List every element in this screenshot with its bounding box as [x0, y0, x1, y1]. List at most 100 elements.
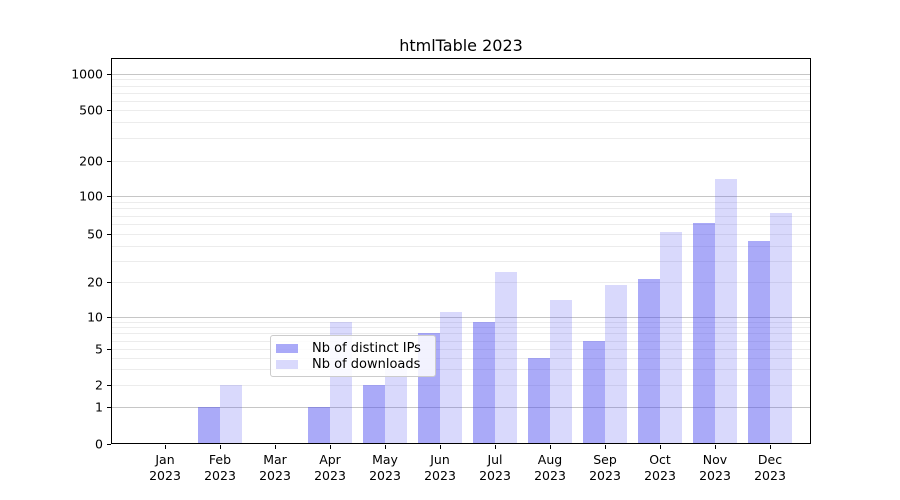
gridline-300	[111, 138, 811, 139]
gridline-10	[111, 317, 811, 318]
y-tick-mark-100	[107, 196, 111, 197]
gridline-70	[111, 216, 811, 217]
legend-label-downloads: Nb of downloads	[312, 356, 421, 372]
bar-downloads-feb	[220, 385, 242, 444]
bar-downloads-may	[385, 369, 407, 444]
bar-distinct-ips-aug	[528, 358, 550, 444]
y-tick-mark-200	[107, 161, 111, 162]
gridline-60	[111, 224, 811, 225]
bar-downloads-nov	[715, 179, 737, 444]
y-tick-mark-10	[107, 317, 111, 318]
y-tick-label-100: 100	[79, 188, 103, 204]
gridline-200	[111, 161, 811, 162]
x-tick-mark-nov	[715, 445, 716, 449]
x-tick-mark-jul	[495, 445, 496, 449]
y-tick-label-10: 10	[87, 309, 103, 325]
bar-distinct-ips-nov	[693, 223, 715, 444]
x-tick-label-sep: Sep 2023	[589, 452, 621, 483]
gridline-9	[111, 322, 811, 323]
gridline-4	[111, 358, 811, 359]
bar-downloads-sep	[605, 285, 627, 444]
x-tick-label-jun: Jun 2023	[424, 452, 456, 483]
bar-distinct-ips-may	[363, 385, 385, 444]
y-tick-label-1000: 1000	[71, 66, 103, 82]
gridline-100	[111, 196, 811, 197]
gridline-30	[111, 261, 811, 262]
y-tick-label-20: 20	[87, 274, 103, 290]
y-tick-label-0: 0	[95, 436, 103, 452]
y-tick-mark-2	[107, 385, 111, 386]
x-tick-label-jan: Jan 2023	[149, 452, 181, 483]
x-tick-mark-feb	[220, 445, 221, 449]
bar-distinct-ips-apr	[308, 407, 330, 444]
x-tick-label-may: May 2023	[369, 452, 401, 483]
bar-downloads-jul	[495, 272, 517, 444]
gridline-1000	[111, 74, 811, 75]
x-tick-label-feb: Feb 2023	[204, 452, 236, 483]
x-tick-mark-aug	[550, 445, 551, 449]
gridline-900	[111, 79, 811, 80]
y-tick-mark-1	[107, 407, 111, 408]
gridline-7	[111, 333, 811, 334]
bar-distinct-ips-feb	[198, 407, 220, 444]
x-tick-label-dec: Dec 2023	[754, 452, 786, 483]
bar-downloads-oct	[660, 232, 682, 444]
bar-distinct-ips-jul	[473, 322, 495, 444]
y-tick-mark-0	[107, 444, 111, 445]
legend: Nb of distinct IPs Nb of downloads	[270, 335, 436, 377]
plot-area	[111, 58, 811, 444]
bar-distinct-ips-dec	[748, 241, 770, 444]
x-tick-mark-may	[385, 445, 386, 449]
x-tick-mark-oct	[660, 445, 661, 449]
gridline-2	[111, 385, 811, 386]
gridline-50	[111, 234, 811, 235]
y-tick-label-1: 1	[95, 399, 103, 415]
x-tick-mark-dec	[770, 445, 771, 449]
bar-distinct-ips-oct	[638, 279, 660, 444]
x-tick-label-apr: Apr 2023	[314, 452, 346, 483]
gridline-80	[111, 208, 811, 209]
y-tick-mark-5	[107, 349, 111, 350]
gridline-3	[111, 369, 811, 370]
gridline-1	[111, 407, 811, 408]
x-tick-label-oct: Oct 2023	[644, 452, 676, 483]
y-tick-mark-500	[107, 110, 111, 111]
bar-downloads-jun	[440, 312, 462, 444]
gridline-400	[111, 122, 811, 123]
x-tick-mark-jan	[165, 445, 166, 449]
legend-label-distinct-ips: Nb of distinct IPs	[312, 340, 421, 356]
y-tick-mark-50	[107, 234, 111, 235]
legend-entry-distinct-ips: Nb of distinct IPs	[276, 341, 427, 356]
x-tick-label-mar: Mar 2023	[259, 452, 291, 483]
bar-downloads-dec	[770, 213, 792, 444]
gridline-500	[111, 110, 811, 111]
x-tick-label-jul: Jul 2023	[479, 452, 511, 483]
gridline-600	[111, 101, 811, 102]
gridline-700	[111, 93, 811, 94]
chart-title: htmlTable 2023	[399, 36, 523, 55]
gridline-40	[111, 246, 811, 247]
y-tick-label-500: 500	[79, 102, 103, 118]
gridline-800	[111, 86, 811, 87]
x-tick-mark-sep	[605, 445, 606, 449]
x-tick-mark-apr	[330, 445, 331, 449]
y-tick-label-5: 5	[95, 341, 103, 357]
x-tick-mark-mar	[275, 445, 276, 449]
bar-distinct-ips-sep	[583, 341, 605, 444]
x-tick-label-aug: Aug 2023	[534, 452, 566, 483]
y-tick-label-200: 200	[79, 153, 103, 169]
bar-downloads-aug	[550, 300, 572, 444]
y-tick-label-2: 2	[95, 377, 103, 393]
gridline-90	[111, 202, 811, 203]
y-tick-mark-20	[107, 282, 111, 283]
y-tick-mark-1000	[107, 74, 111, 75]
legend-swatch-distinct-ips	[276, 343, 298, 353]
gridline-5	[111, 349, 811, 350]
legend-entry-downloads: Nb of downloads	[276, 357, 427, 372]
gridline-8	[111, 327, 811, 328]
legend-swatch-downloads	[276, 359, 298, 369]
x-tick-label-nov: Nov 2023	[699, 452, 731, 483]
gridline-6	[111, 341, 811, 342]
y-tick-label-50: 50	[87, 226, 103, 242]
